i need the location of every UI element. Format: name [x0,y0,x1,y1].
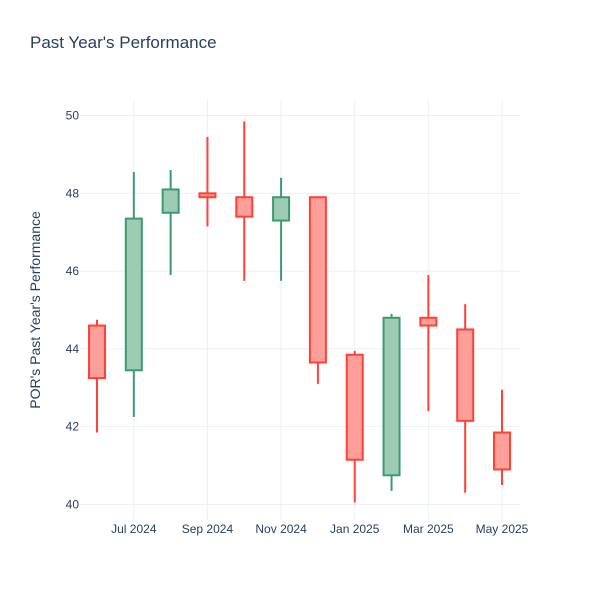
candle [456,304,475,493]
candle [419,275,438,412]
candle-body-down [493,431,511,471]
candle [198,136,217,227]
x-tick-label: Jan 2025 [330,522,380,536]
x-tick-label: Nov 2024 [255,522,307,536]
y-tick-label: 46 [66,264,80,278]
y-tick-label: 44 [66,342,80,356]
candle-body-down [235,196,254,218]
y-tick-label: 48 [66,186,80,200]
candle [235,121,254,281]
candle-layer [88,121,511,503]
candle-body-down [419,316,438,327]
x-tick-label: Jul 2024 [111,522,157,536]
candle-body-up [161,188,180,214]
candle-body-down [308,196,327,364]
candle [124,171,143,417]
candle [161,170,180,275]
candle-body-down [88,324,106,380]
x-tick-label: Mar 2025 [403,522,454,536]
candle [88,319,106,433]
chart-title: Past Year's Performance [30,33,217,52]
candle [308,196,327,384]
x-tick-label: Sep 2024 [182,522,234,536]
candle-body-down [456,328,475,422]
candle [272,177,291,281]
candle [382,313,401,491]
grid-layer [80,100,520,520]
candle-body-up [382,316,401,477]
axis-layer: 40 42 44 46 48 50 Jul 2024 Sep 2024 Nov 2024 Jan … [66,109,529,536]
y-tick-label: 42 [66,420,80,434]
y-tick-label: 40 [66,497,80,511]
y-tick-label: 50 [66,109,80,123]
candle-body-up [124,217,143,372]
candle-body-up [272,196,291,222]
candle-body-down [198,192,217,199]
candle-body-down [345,353,364,461]
candle [493,389,511,485]
x-tick-label: May 2025 [476,522,529,536]
candle [345,350,364,503]
